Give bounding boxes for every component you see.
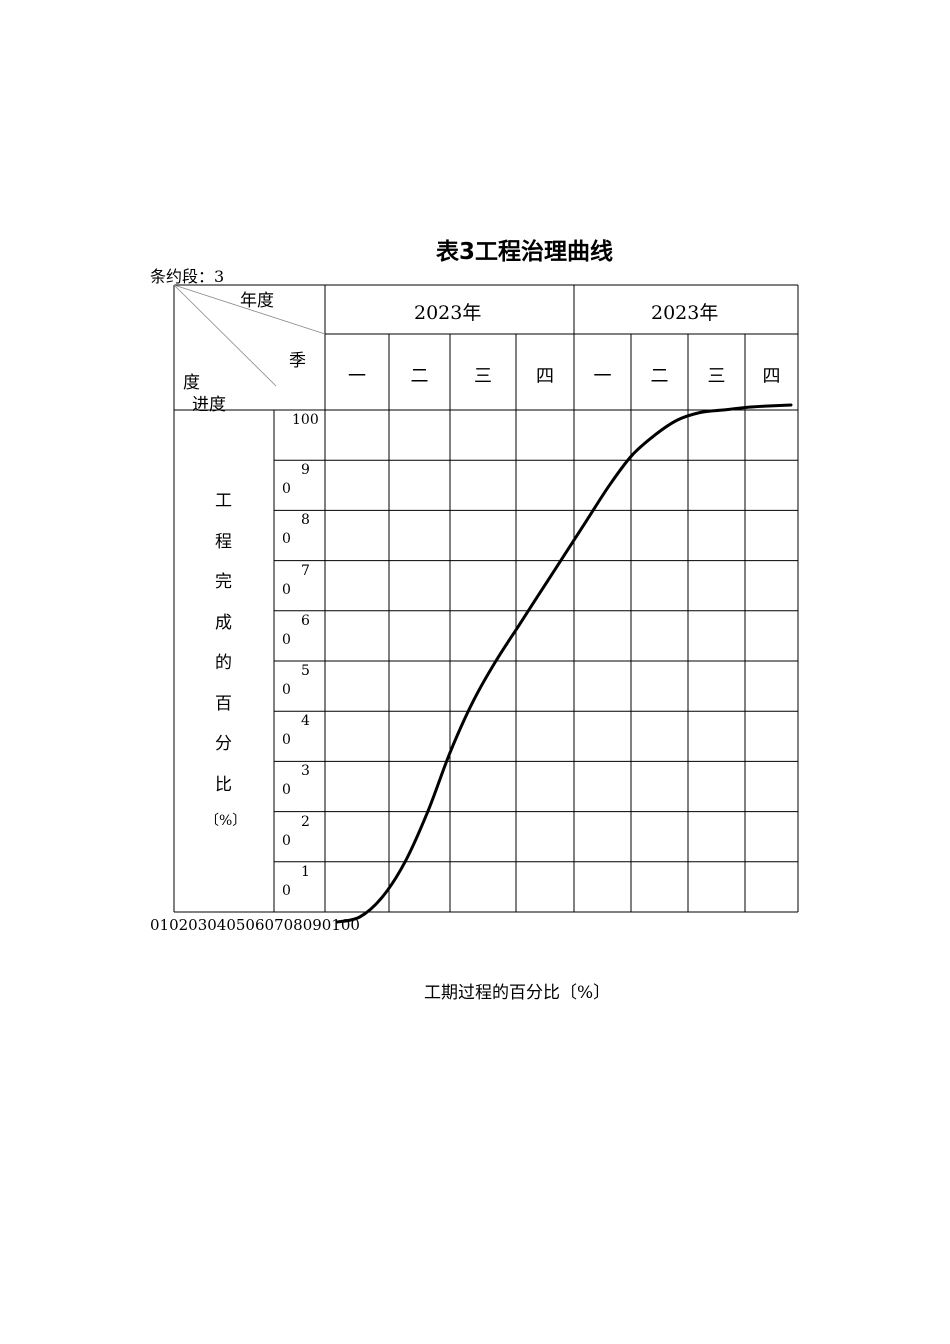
quarter-header-2: 二 <box>410 366 429 387</box>
y-tick-10-lower: 0 <box>282 882 291 899</box>
y-tick-4-upper: 7 <box>301 562 310 579</box>
y-tick-5-upper: 6 <box>301 612 310 629</box>
y-tick-6-lower: 0 <box>282 682 291 698</box>
header-quarter-label: 季 <box>289 351 306 371</box>
y-tick-5-lower: 0 <box>282 631 291 648</box>
y-axis-label-char-5: 的 <box>215 653 232 673</box>
y-tick-6-upper: 5 <box>301 663 310 679</box>
section-label: 条约段：3 <box>150 267 225 286</box>
quarter-header-5: 一 <box>593 366 612 387</box>
y-axis-label-char-3: 完 <box>215 572 232 592</box>
header-progress-label: 进度 <box>192 395 226 415</box>
y-axis-label-char-6: 百 <box>215 693 232 714</box>
y-tick-8-lower: 0 <box>282 782 291 799</box>
year-header-2: 2023年 <box>651 302 719 324</box>
y-axis-label-char-2: 程 <box>215 531 232 552</box>
y-tick-2-lower: 0 <box>282 481 291 498</box>
page-title: 表3工程治理曲线 <box>436 239 614 265</box>
y-tick-1-upper: 100 <box>292 412 319 428</box>
y-tick-7-upper: 4 <box>301 713 310 730</box>
year-header-1: 2023年 <box>414 302 482 324</box>
y-axis-label-char-4: 成 <box>215 612 232 633</box>
header-degree-label: 度 <box>183 373 200 393</box>
y-tick-3-upper: 8 <box>301 512 310 529</box>
progress-curve <box>335 403 793 924</box>
quarter-header-8: 四 <box>762 366 781 387</box>
y-tick-8-upper: 3 <box>301 763 310 780</box>
y-tick-10-upper: 1 <box>301 863 310 880</box>
y-tick-9-upper: 2 <box>301 813 310 830</box>
y-axis-label-char-9: 〔%〕 <box>205 813 247 829</box>
y-tick-3-lower: 0 <box>282 531 291 548</box>
y-axis-label-char-1: 工 <box>215 491 232 511</box>
quarter-header-7: 三 <box>707 366 726 387</box>
quarter-header-3: 三 <box>474 366 492 387</box>
x-axis-label: 工期过程的百分比〔%〕 <box>424 983 611 1003</box>
y-tick-2-upper: 9 <box>301 462 310 479</box>
y-tick-4-lower: 0 <box>282 581 291 598</box>
y-tick-7-lower: 0 <box>282 732 291 749</box>
header-diagonal-lower <box>173 284 277 387</box>
y-axis-label-char-8: 比 <box>215 774 232 795</box>
quarter-header-6: 二 <box>650 366 669 387</box>
header-year-label: 年度 <box>240 291 274 311</box>
y-axis-label-char-7: 分 <box>215 734 232 754</box>
header-diagonal-upper <box>173 284 326 335</box>
quarter-header-4: 四 <box>536 366 554 387</box>
x-axis-ticks: 0102030405060708090100 <box>150 916 360 934</box>
y-tick-9-lower: 0 <box>282 832 291 849</box>
quarter-header-1: 一 <box>348 366 366 387</box>
